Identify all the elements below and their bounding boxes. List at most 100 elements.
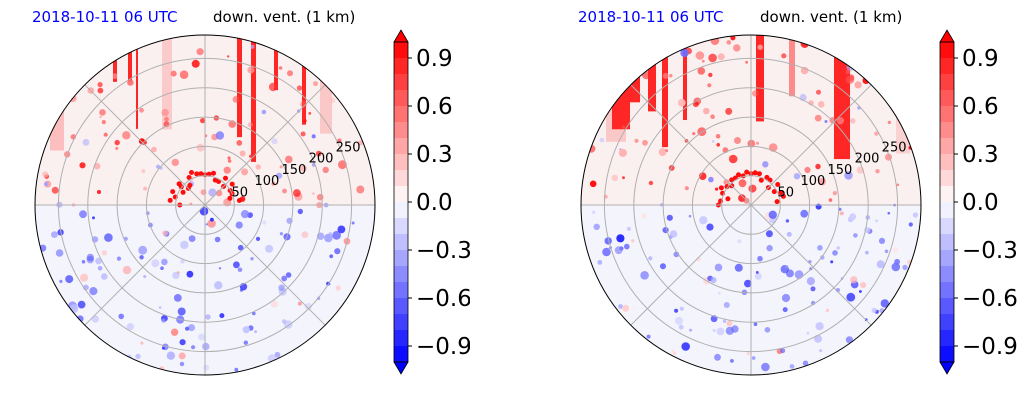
- field-blob: [671, 349, 675, 352]
- field-blob: [282, 319, 287, 324]
- field-blob: [778, 190, 784, 196]
- colorbar-segment: [940, 154, 954, 171]
- grid-spoke: [750, 84, 872, 206]
- field-blob: [726, 320, 733, 327]
- field-blob: [825, 308, 829, 312]
- field-blob: [214, 236, 221, 243]
- field-streak: [113, 35, 117, 82]
- field-blob: [672, 351, 677, 355]
- field-blob: [714, 263, 723, 272]
- field-blob: [271, 181, 276, 186]
- colorbar-segment: [940, 234, 954, 251]
- field-blob: [887, 211, 891, 215]
- field-blob: [241, 168, 249, 176]
- field-blob: [715, 187, 719, 191]
- field-streak: [630, 35, 640, 103]
- field-blob: [832, 191, 837, 196]
- colorbar: −0.9 −0.6 −0.3 0.0 0.3 0.6 0.9: [393, 29, 470, 375]
- field-blob: [278, 284, 285, 292]
- colorbar-segment: [394, 122, 408, 139]
- field-blob: [279, 232, 283, 236]
- colorbar-segment: [394, 170, 408, 187]
- field-blob: [179, 70, 189, 79]
- field-blob: [887, 120, 892, 125]
- field-blob: [97, 190, 101, 194]
- field-blob: [180, 240, 189, 250]
- field-blob: [235, 221, 243, 229]
- field-blob: [311, 134, 316, 139]
- field-blob: [278, 66, 283, 70]
- field-blob: [589, 180, 597, 188]
- field-blob: [229, 181, 235, 187]
- field-blob: [139, 107, 144, 113]
- field-blob: [634, 138, 639, 143]
- field-blob: [304, 302, 312, 311]
- radial-tick-label: 250: [882, 140, 907, 155]
- field-blob: [55, 249, 64, 257]
- field-blob: [728, 154, 738, 164]
- colorbar-tick-label: 0.0: [962, 190, 999, 216]
- field-blob: [158, 306, 162, 309]
- field-blob: [902, 264, 908, 271]
- field-blob: [725, 196, 731, 202]
- colorbar-segment: [940, 90, 954, 107]
- field-blob: [824, 120, 828, 123]
- field-blob: [874, 131, 879, 136]
- field-blob: [268, 82, 278, 92]
- field-blob: [618, 148, 627, 157]
- field-blob: [200, 118, 206, 124]
- field-blob: [127, 79, 134, 86]
- field-blob: [880, 299, 889, 308]
- field-blob: [632, 305, 636, 309]
- field-blob: [97, 82, 103, 88]
- field-blob: [757, 255, 763, 262]
- colorbar-tick-label: −0.9: [416, 334, 470, 360]
- field-blob: [265, 244, 274, 253]
- field-blob: [712, 329, 716, 332]
- field-blob: [103, 132, 108, 137]
- field-blob: [252, 311, 256, 316]
- colorbar-segment: [940, 58, 954, 75]
- field-blob: [208, 188, 217, 197]
- field-streak: [683, 35, 687, 121]
- field-blob: [836, 246, 840, 250]
- colorbar-extend-max: [939, 29, 955, 43]
- field-blob: [774, 199, 780, 205]
- field-blob: [819, 349, 823, 353]
- field-blob: [640, 271, 649, 280]
- colorbar-segment: [940, 170, 954, 187]
- field-blob: [725, 107, 733, 115]
- field-blob: [815, 163, 821, 170]
- field-blob: [718, 291, 721, 295]
- field-blob: [746, 351, 750, 356]
- field-blob: [781, 293, 791, 303]
- field-blob: [171, 158, 179, 167]
- colorbar-segment: [394, 90, 408, 107]
- field-blob: [871, 307, 877, 313]
- field-blob: [178, 352, 186, 360]
- field-blob: [216, 179, 222, 184]
- field-blob: [810, 286, 816, 292]
- field-blob: [276, 172, 283, 179]
- field-blob: [708, 53, 717, 63]
- field-blob: [722, 319, 727, 323]
- field-blob: [255, 236, 261, 241]
- field-blob: [76, 315, 84, 323]
- field-blob: [301, 231, 309, 239]
- field-blob: [604, 237, 612, 245]
- field-blob: [186, 175, 192, 180]
- field-blob: [753, 322, 758, 327]
- field-blob: [806, 277, 815, 286]
- field-blob: [703, 107, 710, 115]
- field-blob: [337, 138, 342, 144]
- field-blob: [734, 263, 743, 272]
- field-blob: [816, 89, 821, 95]
- field-blob: [140, 341, 144, 345]
- field-blob: [215, 189, 223, 197]
- field-blob: [329, 97, 336, 104]
- colorbar-segment: [394, 218, 408, 235]
- field-blob: [186, 270, 194, 278]
- field-blob: [255, 164, 261, 170]
